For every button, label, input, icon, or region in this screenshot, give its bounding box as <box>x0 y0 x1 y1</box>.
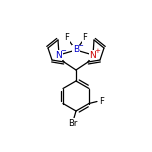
Text: +: + <box>94 48 100 54</box>
Text: F: F <box>100 97 104 106</box>
Text: −: − <box>60 48 66 54</box>
Text: −: − <box>77 43 83 49</box>
Text: N: N <box>90 50 96 59</box>
Text: F: F <box>83 33 87 43</box>
Text: Br: Br <box>68 119 78 128</box>
Text: N: N <box>56 50 62 59</box>
Text: B: B <box>73 45 79 55</box>
Text: F: F <box>65 33 69 43</box>
